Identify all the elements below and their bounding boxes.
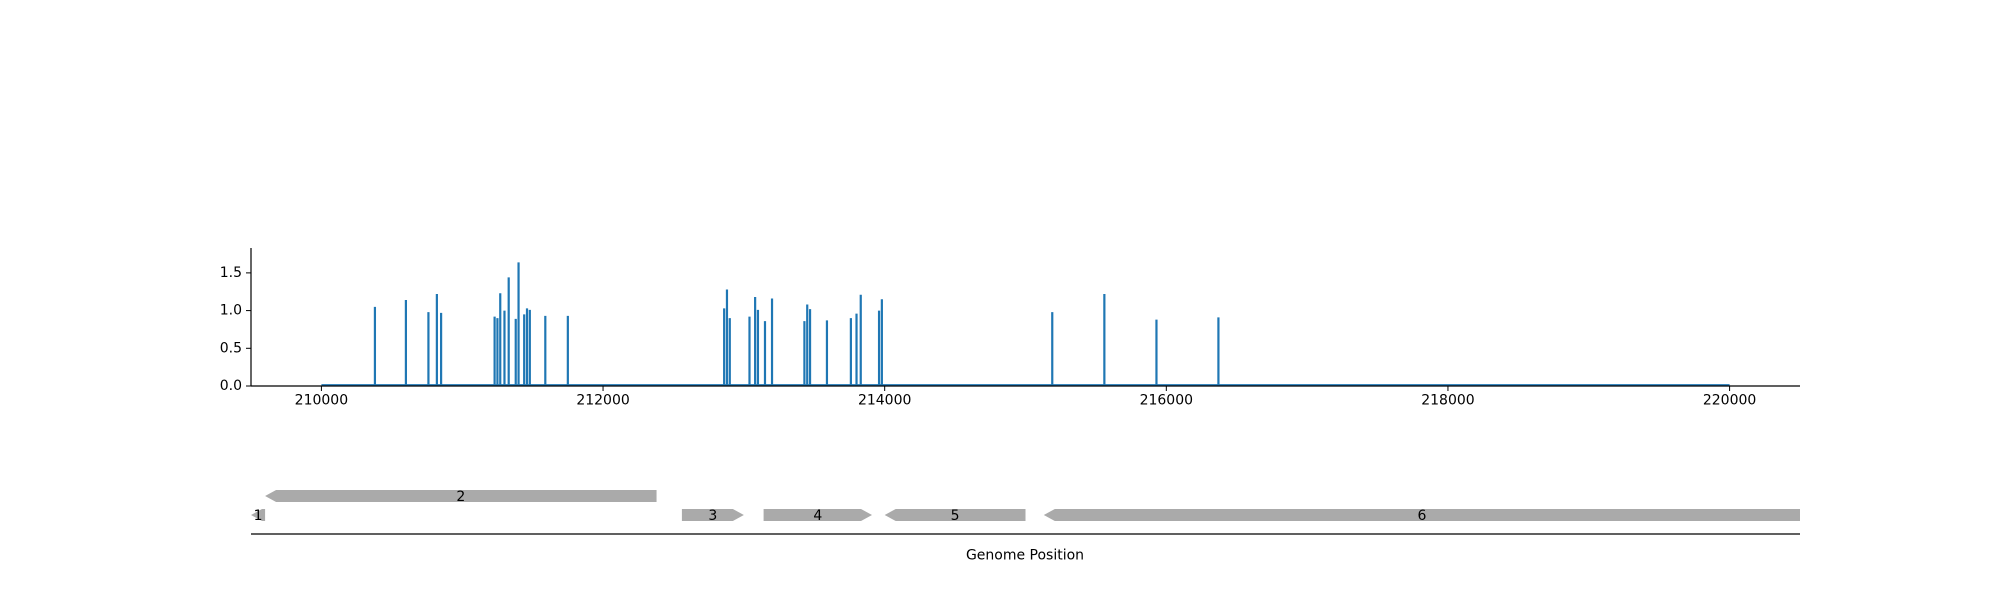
gene-label-2: 2 bbox=[456, 489, 465, 505]
gene-label-1: 1 bbox=[254, 508, 263, 524]
gene-label-5: 5 bbox=[951, 508, 960, 524]
gene-label-3: 3 bbox=[708, 508, 717, 524]
y-tick-label: 1.0 bbox=[220, 303, 242, 319]
x-tick-label: 212000 bbox=[576, 393, 629, 409]
y-axis-ticks: 0.0 0.5 1.0 1.5 bbox=[220, 265, 251, 394]
y-tick-label: 1.5 bbox=[220, 265, 242, 281]
x-tick-label: 220000 bbox=[1703, 393, 1756, 409]
gene-features: 1 2 3 4 5 6 bbox=[251, 489, 1800, 524]
gene-label-4: 4 bbox=[813, 508, 822, 524]
x-tick-label: 218000 bbox=[1421, 393, 1474, 409]
gene-arrow-3 bbox=[681, 509, 744, 521]
gene-map-xlabel: Genome Position bbox=[966, 548, 1084, 564]
y-tick-label: 0.5 bbox=[220, 340, 242, 356]
gene-map: 1 2 3 4 5 6 Genome Position bbox=[251, 489, 1800, 564]
x-tick-label: 214000 bbox=[858, 393, 911, 409]
gene-arrow-5 bbox=[884, 509, 1026, 521]
gene-arrow-1 bbox=[251, 509, 266, 521]
x-tick-label: 210000 bbox=[295, 393, 348, 409]
coverage-plot: 210000 212000 214000 216000 218000 220000 0.0… bbox=[220, 248, 1800, 409]
gene-arrow-4 bbox=[763, 509, 873, 521]
gene-arrow-2 bbox=[265, 490, 657, 502]
gene-arrow-6 bbox=[1043, 509, 1800, 521]
coverage-bars bbox=[321, 262, 1730, 387]
x-tick-label: 216000 bbox=[1140, 393, 1193, 409]
y-tick-label: 0.0 bbox=[220, 378, 242, 394]
gene-label-6: 6 bbox=[1417, 508, 1426, 524]
x-axis-ticks: 210000 212000 214000 216000 218000 220000 bbox=[295, 386, 1756, 409]
